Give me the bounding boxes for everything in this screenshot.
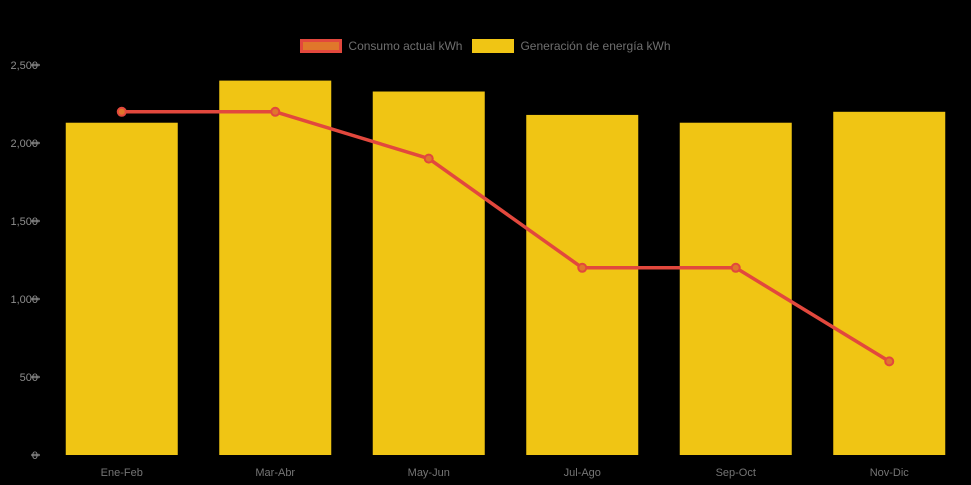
bar-ene-feb [65, 122, 178, 455]
y-axis-label-1000: 1,000 [10, 294, 38, 306]
bar-may-jun [372, 91, 485, 456]
bar-jul-ago [526, 114, 639, 456]
y-axis-label-2000: 2,000 [10, 138, 38, 150]
legend-label-generacion-energia: Generación de energía kWh [520, 39, 671, 53]
y-axis-tick-0 [31, 453, 40, 457]
y-axis-tick-500 [31, 375, 40, 379]
line-marker-mar-abr [270, 106, 281, 117]
x-axis-label-mar-abr: Mar-Abr [255, 467, 295, 479]
y-axis-tick-1500 [31, 219, 40, 223]
line-marker-ene-feb [116, 106, 127, 117]
bar-mar-abr [219, 80, 332, 455]
legend-label-consumo-actual: Consumo actual kWh [348, 39, 463, 53]
legend-item-consumo-actual[interactable]: Consumo actual kWh [300, 39, 462, 53]
y-axis-label-0: 0 [32, 450, 38, 462]
line-marker-nov-dic [884, 356, 895, 367]
x-axis-label-sep-oct: Sep-Oct [716, 467, 756, 479]
y-axis-label-2500: 2,500 [10, 60, 38, 72]
line-marker-sep-oct [730, 262, 741, 273]
line-marker-jul-ago [577, 262, 588, 273]
y-axis-tick-2500 [31, 63, 40, 67]
x-axis-label-nov-dic: Nov-Dic [870, 467, 910, 479]
y-axis-tick-2000 [31, 141, 40, 145]
consumo-actual-swatch-icon [300, 39, 343, 53]
y-axis-tick-1000 [31, 297, 40, 301]
legend-item-generacion-energia[interactable]: Generación de energía kWh [472, 39, 671, 53]
consumo-line [120, 110, 891, 364]
bar-nov-dic [833, 111, 946, 456]
y-axis-label-500: 500 [20, 372, 38, 384]
generacion-energia-swatch-icon [472, 39, 515, 53]
x-axis-label-jul-ago: Jul-Ago [564, 467, 601, 479]
line-marker-may-jun [423, 153, 434, 164]
x-axis-label-ene-feb: Ene-Feb [101, 467, 143, 479]
y-axis-label-1500: 1,500 [10, 216, 38, 228]
chart-legend: Consumo actual kWh Generación de energía… [0, 39, 971, 53]
x-axis-label-may-jun: May-Jun [408, 467, 450, 479]
bar-sep-oct [679, 122, 792, 455]
